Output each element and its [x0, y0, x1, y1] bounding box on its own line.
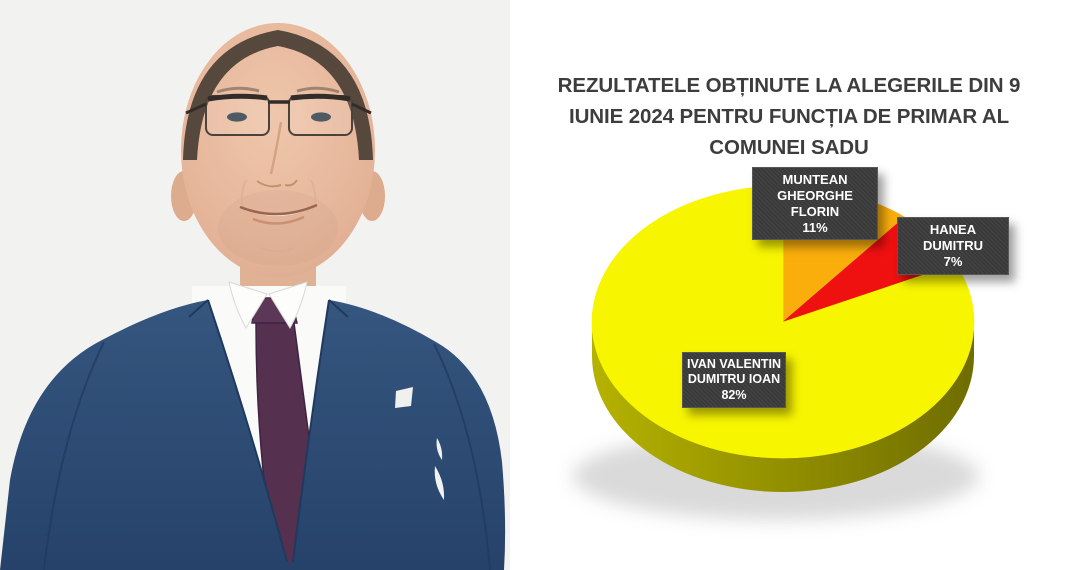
- slice-percent: 11%: [802, 219, 828, 235]
- pocket-square: [395, 387, 413, 408]
- chart-title-line: REZULTATELE OBȚINUTE LA ALEGERILE DIN 9: [557, 74, 1021, 97]
- candidate-photo: [0, 0, 510, 570]
- slice-name: GHEORGHE FLORIN: [777, 187, 853, 219]
- candidate-portrait: [0, 0, 510, 570]
- slice-name: DUMITRU IOAN: [687, 372, 781, 387]
- slice-percent: 7%: [943, 253, 963, 269]
- arm-gap: [434, 466, 445, 500]
- left-eye: [227, 112, 247, 122]
- right-eye: [311, 112, 331, 122]
- mouth: [239, 203, 318, 225]
- pie-label-muntean: MUNTEAN GHEORGHE FLORIN 11%: [752, 167, 878, 241]
- pie-label-hanea: HANEA DUMITRU 7%: [897, 217, 1009, 275]
- slice-name: HANEA DUMITRU: [923, 222, 983, 253]
- candidate-face: [171, 23, 385, 277]
- slice-name: IVAN VALENTIN: [687, 357, 781, 371]
- chart-title-line: IUNIE 2024 PENTRU FUNCȚIA DE PRIMAR AL: [568, 104, 1010, 128]
- slice-percent: 82%: [721, 387, 747, 402]
- slice-name: MUNTEAN: [782, 172, 848, 187]
- hair: [183, 30, 373, 160]
- chart-title-line: COMUNEI SADU: [709, 135, 869, 159]
- results-chart: REZULTATELE OBȚINUTE LA ALEGERILE DIN 9 …: [510, 0, 1068, 570]
- pie-chart: [573, 185, 979, 520]
- chart-title: REZULTATELE OBȚINUTE LA ALEGERILE DIN 9 …: [520, 71, 1058, 163]
- arm-gap: [436, 438, 443, 460]
- shirt-collar: [228, 281, 308, 329]
- pie-label-ivan: IVAN VALENTIN DUMITRU IOAN 82%: [682, 352, 786, 408]
- suit-jacket: [0, 299, 506, 570]
